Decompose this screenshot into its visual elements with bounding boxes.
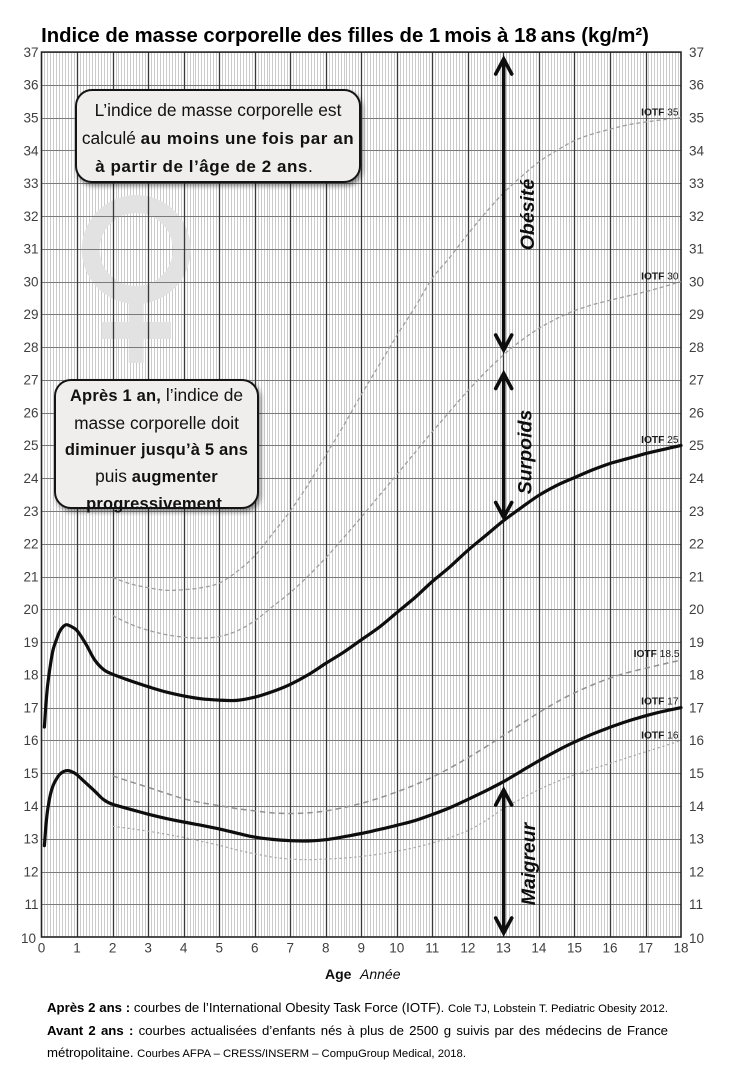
svg-text:7: 7 (286, 941, 294, 956)
svg-text:27: 27 (23, 373, 38, 388)
svg-text:30: 30 (23, 274, 38, 289)
svg-text:25: 25 (23, 438, 38, 453)
svg-text:33: 33 (689, 176, 704, 191)
svg-text:16: 16 (602, 941, 617, 956)
svg-text:31: 31 (689, 242, 704, 257)
svg-text:Maigreur: Maigreur (518, 821, 540, 905)
svg-text:29: 29 (23, 307, 38, 322)
svg-text:4: 4 (180, 941, 188, 956)
svg-text:31: 31 (23, 242, 38, 257)
svg-text:9: 9 (358, 941, 366, 956)
svg-text:32: 32 (23, 209, 38, 224)
svg-text:10: 10 (689, 931, 704, 946)
svg-text:13: 13 (496, 941, 511, 956)
svg-text:17: 17 (638, 941, 653, 956)
svg-text:34: 34 (689, 143, 705, 158)
svg-text:26: 26 (689, 406, 704, 421)
svg-text:29: 29 (689, 307, 704, 322)
svg-text:30: 30 (689, 274, 704, 289)
svg-text:24: 24 (23, 471, 39, 486)
svg-text:Année: Année (359, 966, 401, 982)
svg-text:15: 15 (689, 766, 704, 781)
svg-text:8: 8 (322, 941, 330, 956)
svg-text:11: 11 (689, 897, 703, 912)
svg-text:12: 12 (689, 864, 704, 879)
svg-text:IOTF 17: IOTF 17 (641, 697, 679, 708)
svg-text:28: 28 (689, 340, 704, 355)
svg-text:IOTF 18.5: IOTF 18.5 (634, 649, 680, 660)
svg-text:17: 17 (23, 700, 38, 715)
svg-text:28: 28 (23, 340, 38, 355)
svg-text:IOTF 25: IOTF 25 (641, 435, 679, 446)
svg-text:18: 18 (673, 941, 688, 956)
svg-text:11: 11 (24, 897, 38, 912)
svg-text:27: 27 (689, 373, 704, 388)
svg-text:20: 20 (689, 602, 704, 617)
svg-text:IOTF 35: IOTF 35 (641, 108, 679, 119)
svg-text:17: 17 (689, 700, 704, 715)
svg-text:24: 24 (689, 471, 705, 486)
svg-text:35: 35 (23, 111, 38, 126)
svg-text:5: 5 (215, 941, 223, 956)
svg-text:18: 18 (689, 668, 704, 683)
svg-text:19: 19 (23, 635, 38, 650)
svg-text:IOTF 30: IOTF 30 (641, 272, 679, 283)
svg-text:37: 37 (23, 45, 38, 60)
svg-text:32: 32 (689, 209, 704, 224)
svg-text:13: 13 (689, 832, 704, 847)
svg-text:1: 1 (73, 941, 81, 956)
svg-text:22: 22 (689, 537, 704, 552)
svg-text:Age: Age (325, 966, 352, 982)
svg-text:10: 10 (389, 941, 404, 956)
svg-text:21: 21 (689, 569, 704, 584)
svg-text:Obésité: Obésité (517, 179, 539, 251)
svg-text:3: 3 (144, 941, 152, 956)
svg-text:12: 12 (460, 941, 475, 956)
svg-text:20: 20 (23, 602, 38, 617)
svg-text:23: 23 (689, 504, 704, 519)
svg-text:36: 36 (689, 78, 704, 93)
svg-text:14: 14 (689, 799, 705, 814)
svg-text:33: 33 (23, 176, 38, 191)
svg-text:23: 23 (23, 504, 38, 519)
svg-text:16: 16 (689, 733, 704, 748)
svg-text:34: 34 (23, 143, 39, 158)
svg-text:12: 12 (23, 864, 38, 879)
svg-text:35: 35 (689, 111, 704, 126)
svg-text:36: 36 (23, 78, 38, 93)
svg-text:6: 6 (251, 941, 259, 956)
svg-text:22: 22 (23, 537, 38, 552)
svg-text:15: 15 (23, 766, 38, 781)
svg-text:21: 21 (23, 569, 38, 584)
svg-text:26: 26 (23, 406, 38, 421)
svg-text:Surpoids: Surpoids (515, 410, 537, 495)
svg-text:14: 14 (531, 941, 547, 956)
svg-text:IOTF 16: IOTF 16 (641, 731, 679, 742)
svg-text:14: 14 (23, 799, 39, 814)
svg-text:0: 0 (38, 941, 46, 956)
svg-text:13: 13 (23, 832, 38, 847)
svg-text:18: 18 (23, 668, 38, 683)
svg-text:16: 16 (23, 733, 38, 748)
svg-text:11: 11 (425, 941, 439, 956)
svg-text:25: 25 (689, 438, 704, 453)
svg-text:10: 10 (21, 931, 36, 946)
svg-text:15: 15 (567, 941, 582, 956)
svg-text:19: 19 (689, 635, 704, 650)
svg-text:37: 37 (689, 45, 704, 60)
svg-text:2: 2 (109, 941, 117, 956)
